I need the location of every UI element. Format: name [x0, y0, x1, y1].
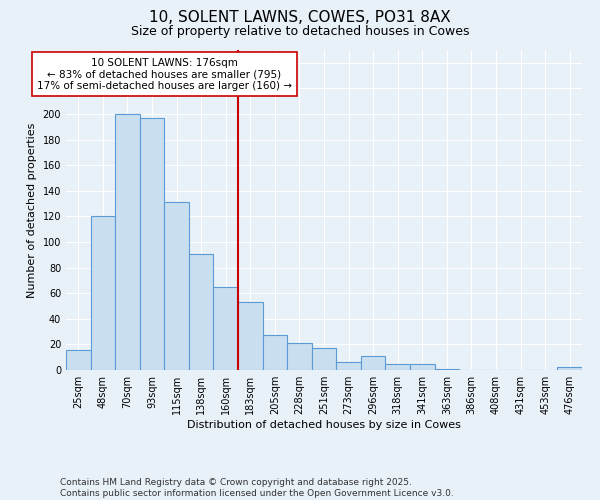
Text: Contains HM Land Registry data © Crown copyright and database right 2025.
Contai: Contains HM Land Registry data © Crown c…: [60, 478, 454, 498]
Bar: [66, 350, 91, 370]
Text: 10 SOLENT LAWNS: 176sqm
← 83% of detached houses are smaller (795)
17% of semi-d: 10 SOLENT LAWNS: 176sqm ← 83% of detache…: [37, 58, 292, 91]
Bar: [238, 302, 263, 370]
Text: 10, SOLENT LAWNS, COWES, PO31 8AX: 10, SOLENT LAWNS, COWES, PO31 8AX: [149, 10, 451, 25]
Bar: [557, 368, 582, 370]
Y-axis label: Number of detached properties: Number of detached properties: [27, 122, 37, 298]
Bar: [336, 362, 361, 370]
Bar: [140, 118, 164, 370]
Bar: [115, 114, 140, 370]
Bar: [361, 356, 385, 370]
Bar: [189, 254, 214, 370]
Bar: [312, 348, 336, 370]
Bar: [263, 336, 287, 370]
Bar: [214, 287, 238, 370]
X-axis label: Distribution of detached houses by size in Cowes: Distribution of detached houses by size …: [187, 420, 461, 430]
Bar: [287, 343, 312, 370]
Bar: [91, 216, 115, 370]
Bar: [434, 368, 459, 370]
Bar: [410, 364, 434, 370]
Bar: [164, 202, 189, 370]
Text: Size of property relative to detached houses in Cowes: Size of property relative to detached ho…: [131, 25, 469, 38]
Bar: [385, 364, 410, 370]
